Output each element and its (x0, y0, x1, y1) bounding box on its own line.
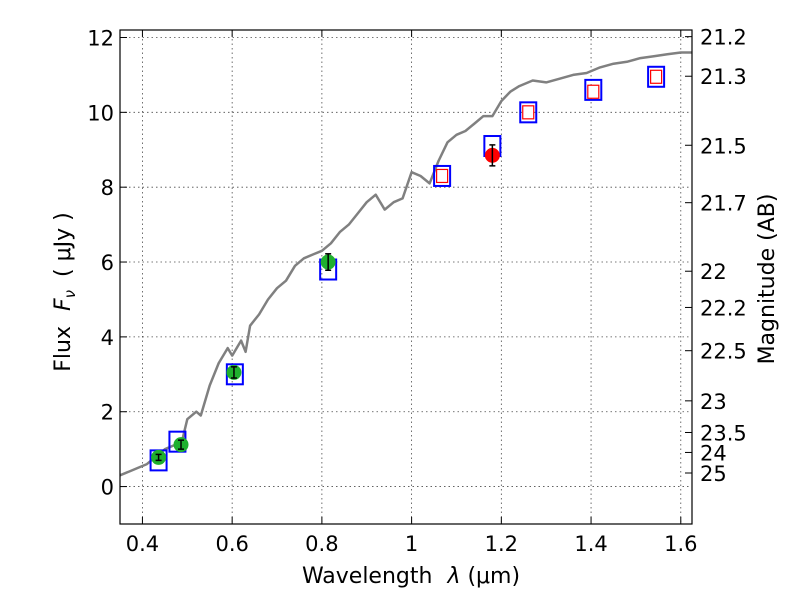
y-tick-label: 0 (101, 476, 114, 500)
x-axis-label-unit: (μm) (467, 564, 520, 589)
y-tick-label: 2 (101, 401, 114, 425)
mag-tick-label: 22.5 (700, 340, 747, 364)
predicted-photometry-square (587, 84, 600, 99)
mag-tick-label: 21.2 (700, 26, 747, 50)
x-axis-label-text: Wavelength (302, 564, 433, 589)
mag-tick-label: 22 (700, 260, 727, 284)
y-tick-label: 4 (101, 326, 114, 350)
predicted-photometry-square (650, 69, 663, 84)
y-axis-label-unit: ( μJy ) (51, 212, 76, 277)
y-tick-label: 6 (101, 251, 114, 275)
x-tick-label: 0.4 (126, 532, 159, 556)
predicted-photometry-square (436, 168, 449, 184)
predicted-photometry-square (522, 105, 535, 120)
model-photometry-square (584, 78, 603, 101)
y-tick-label: 12 (87, 26, 114, 50)
plot-area (119, 51, 692, 477)
mag-tick-label: 23 (700, 390, 727, 414)
mag-tick-label: 21.3 (700, 65, 747, 89)
y-tick-label: 8 (101, 176, 114, 200)
y-axis-label-text: Flux (51, 326, 76, 372)
y-tick-label: 10 (87, 101, 114, 125)
model-photometry-square (647, 65, 666, 88)
x-tick-label: 1.2 (485, 532, 518, 556)
mag-tick-label: 23.5 (700, 421, 747, 445)
mag-tick-label: 25 (700, 462, 727, 486)
model-photometry-square (519, 101, 538, 124)
axis-ticks (120, 30, 692, 524)
x-tick-label: 0.8 (305, 532, 338, 556)
x-tick-label: 1.6 (664, 532, 697, 556)
grid-lines (120, 30, 692, 524)
model-photometry-square (433, 164, 452, 187)
y2-axis-label: Magnitude (AB) (755, 194, 780, 365)
spectrum-line (119, 51, 692, 477)
mag-tick-label: 22.2 (700, 296, 747, 320)
plot-frame (119, 29, 693, 525)
x-tick-label: 1 (405, 532, 418, 556)
mag-tick-label: 21.5 (700, 134, 747, 158)
x-tick-label: 1.4 (574, 532, 607, 556)
mag-tick-label: 21.7 (700, 192, 747, 216)
mag-tick-label: 24 (700, 441, 727, 465)
y-axis-label: Flux Fν ( μJy ) (51, 212, 81, 371)
x-tick-label: 0.6 (215, 532, 248, 556)
x-axis-label: Wavelength λ (μm) (302, 564, 520, 589)
